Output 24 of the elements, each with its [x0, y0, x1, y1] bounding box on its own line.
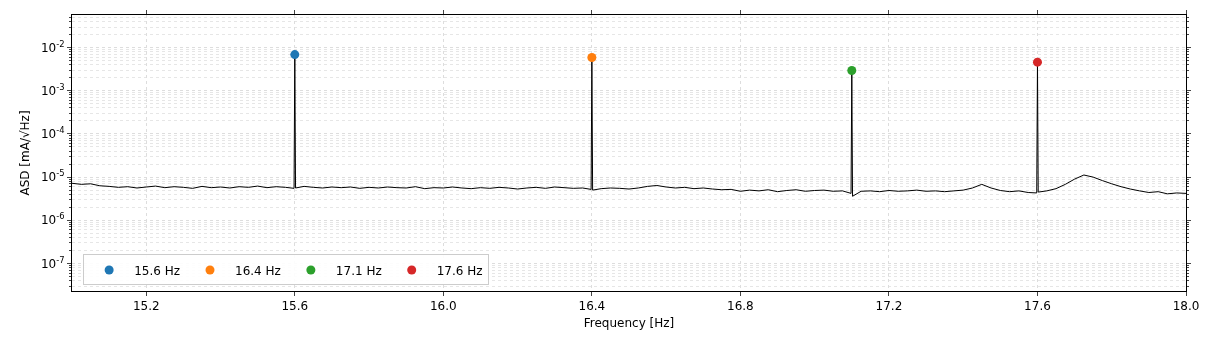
- legend-label: 16.4 Hz: [235, 263, 281, 278]
- y-tick-label: 10$^{-3}$: [40, 81, 65, 98]
- point: [847, 66, 857, 76]
- point: [1032, 57, 1042, 67]
- y-tick-label: 10$^{-7}$: [40, 254, 65, 271]
- x-tick-label: 18.0: [1172, 299, 1200, 314]
- x-tick-label: 17.6: [1024, 299, 1051, 314]
- x-tick-label: 17.2: [875, 299, 903, 314]
- y-tick-label: 10$^{-5}$: [40, 168, 65, 185]
- y-tick-label: 10$^{-4}$: [40, 125, 65, 142]
- x-tick-label: 16.8: [727, 299, 754, 314]
- x-tick-label: 15.6: [281, 299, 309, 314]
- y-axis-title: ASD [mA/√Hz]: [18, 110, 33, 196]
- x-tick-label: 16.4: [578, 299, 606, 314]
- legend-label: 17.6 Hz: [436, 263, 483, 278]
- x-tick-label: 16.0: [429, 299, 457, 314]
- y-tick-label: 10$^{-2}$: [40, 38, 65, 55]
- legend-label: 17.1 Hz: [335, 263, 382, 278]
- x-axis-title: Frequency [Hz]: [583, 316, 675, 331]
- point: [290, 50, 300, 60]
- point: [587, 53, 597, 63]
- x-tick-label: 15.2: [132, 299, 160, 314]
- legend-label: 15.6 Hz: [134, 263, 180, 278]
- y-tick-label: 10$^{-6}$: [40, 211, 65, 228]
